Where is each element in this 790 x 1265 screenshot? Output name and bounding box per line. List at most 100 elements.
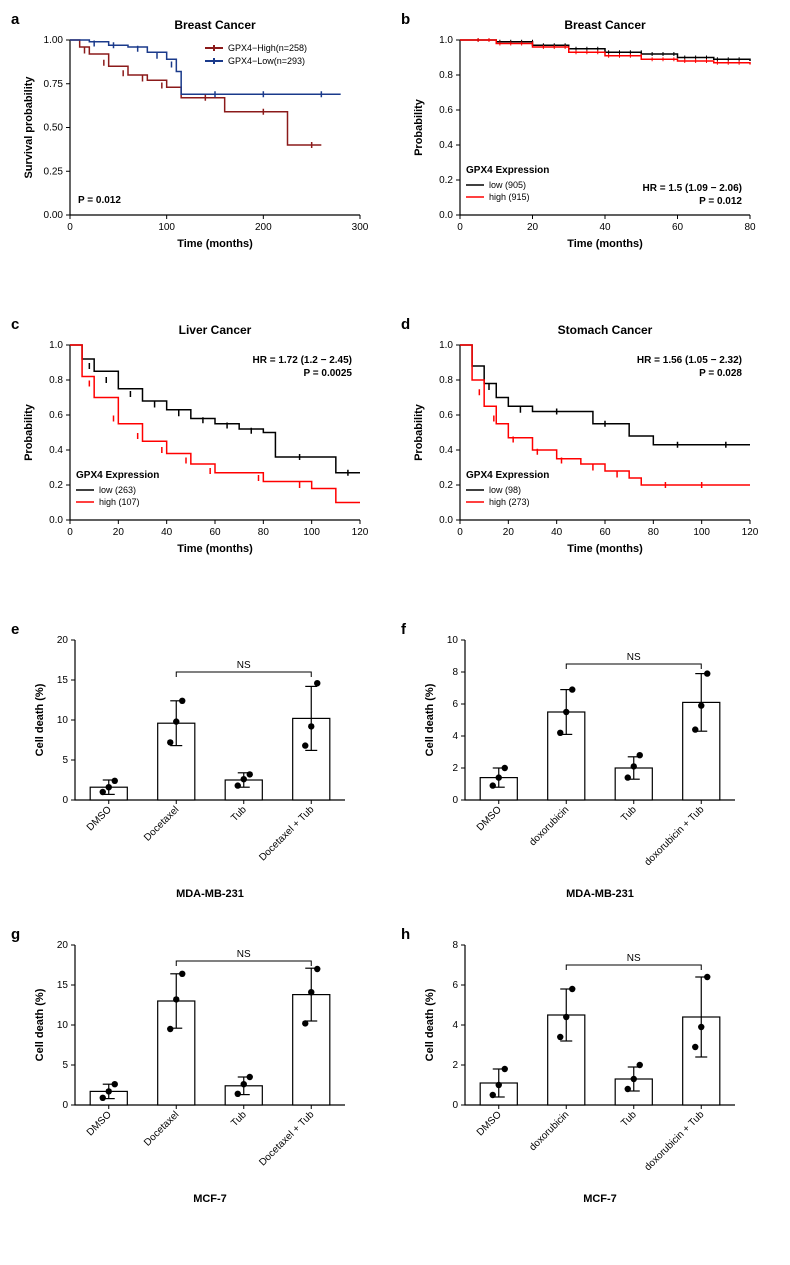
svg-text:DMSO: DMSO xyxy=(85,1109,114,1138)
svg-text:100: 100 xyxy=(158,222,175,233)
svg-text:0.0: 0.0 xyxy=(49,515,63,526)
svg-text:0: 0 xyxy=(452,795,458,806)
svg-text:P = 0.028: P = 0.028 xyxy=(699,368,742,379)
svg-text:60: 60 xyxy=(672,222,684,233)
panel-b: bBreast Cancer0.00.20.40.60.81.002040608… xyxy=(405,15,775,295)
svg-text:NS: NS xyxy=(237,949,251,960)
svg-text:DMSO: DMSO xyxy=(85,804,114,833)
svg-text:Cell death (%): Cell death (%) xyxy=(424,683,436,756)
svg-text:4: 4 xyxy=(452,1020,458,1031)
svg-text:DMSO: DMSO xyxy=(475,1109,504,1138)
panel-label: f xyxy=(401,621,406,638)
svg-text:HR = 1.72 (1.2 − 2.45): HR = 1.72 (1.2 − 2.45) xyxy=(252,355,352,366)
svg-text:0: 0 xyxy=(67,222,73,233)
svg-text:Cell death (%): Cell death (%) xyxy=(424,988,436,1061)
svg-text:100: 100 xyxy=(303,527,320,538)
km-plot-b: Breast Cancer0.00.20.40.60.81.0020406080… xyxy=(405,15,775,295)
svg-text:Tub: Tub xyxy=(229,804,249,824)
svg-text:20: 20 xyxy=(503,527,515,538)
svg-text:doxorubicin + Tub: doxorubicin + Tub xyxy=(643,804,707,868)
panel-label: c xyxy=(11,316,19,333)
panel-label: g xyxy=(11,926,20,943)
panel-label: b xyxy=(401,11,410,28)
svg-text:Survival probability: Survival probability xyxy=(23,76,35,179)
svg-text:high (273): high (273) xyxy=(489,497,530,507)
svg-text:1.00: 1.00 xyxy=(44,35,64,46)
svg-text:low (263): low (263) xyxy=(99,485,136,495)
km-plot-d: Stomach Cancer0.00.20.40.60.81.002040608… xyxy=(405,320,775,600)
panel-e: e05101520DMSODocetaxelTubDocetaxel + Tub… xyxy=(15,625,385,905)
svg-text:0.0: 0.0 xyxy=(439,210,453,221)
svg-text:40: 40 xyxy=(551,527,563,538)
svg-text:Breast Cancer: Breast Cancer xyxy=(564,18,646,32)
panel-a: aBreast Cancer0.000.250.500.751.00010020… xyxy=(15,15,385,295)
svg-text:10: 10 xyxy=(57,1020,69,1031)
svg-text:Liver Cancer: Liver Cancer xyxy=(179,323,252,337)
svg-text:0.25: 0.25 xyxy=(44,166,64,177)
svg-text:40: 40 xyxy=(161,527,173,538)
svg-text:Probability: Probability xyxy=(413,98,425,156)
panel-label: d xyxy=(401,316,410,333)
svg-text:1.0: 1.0 xyxy=(439,35,453,46)
svg-text:Probability: Probability xyxy=(23,403,35,461)
svg-text:GPX4−High(n=258): GPX4−High(n=258) xyxy=(228,43,307,53)
svg-text:0.8: 0.8 xyxy=(439,375,453,386)
svg-text:0: 0 xyxy=(62,795,68,806)
svg-text:300: 300 xyxy=(352,222,369,233)
bar-plot-e: 05101520DMSODocetaxelTubDocetaxel + TubN… xyxy=(15,625,385,905)
svg-text:1.0: 1.0 xyxy=(439,340,453,351)
svg-text:20: 20 xyxy=(527,222,539,233)
svg-text:8: 8 xyxy=(452,940,458,951)
svg-text:80: 80 xyxy=(648,527,660,538)
svg-text:high (915): high (915) xyxy=(489,192,530,202)
svg-text:GPX4−Low(n=293): GPX4−Low(n=293) xyxy=(228,56,305,66)
svg-text:Tub: Tub xyxy=(619,1109,639,1129)
svg-text:5: 5 xyxy=(62,1060,68,1071)
bar-plot-g: 05101520DMSODocetaxelTubDocetaxel + TubN… xyxy=(15,930,385,1210)
svg-text:GPX4 Expression: GPX4 Expression xyxy=(466,470,549,481)
svg-text:P = 0.012: P = 0.012 xyxy=(78,195,121,206)
svg-text:NS: NS xyxy=(237,660,251,671)
svg-text:0.2: 0.2 xyxy=(439,175,453,186)
svg-text:GPX4 Expression: GPX4 Expression xyxy=(466,165,549,176)
panel-label: h xyxy=(401,926,410,943)
panel-c: cLiver Cancer0.00.20.40.60.81.0020406080… xyxy=(15,320,385,600)
svg-text:Docetaxel + Tub: Docetaxel + Tub xyxy=(257,1109,316,1168)
svg-text:6: 6 xyxy=(452,699,458,710)
svg-text:HR = 1.56 (1.05 − 2.32): HR = 1.56 (1.05 − 2.32) xyxy=(637,355,742,366)
svg-text:doxorubicin + Tub: doxorubicin + Tub xyxy=(643,1109,707,1173)
svg-text:NS: NS xyxy=(627,953,641,964)
bar-plot-h: 0 2 4 6 8 DMSO doxorubicin Tubdoxorubicin + Tub… xyxy=(405,930,775,1210)
svg-text:60: 60 xyxy=(209,527,221,538)
svg-text:MDA-MB-231: MDA-MB-231 xyxy=(566,888,634,900)
svg-text:100: 100 xyxy=(693,527,710,538)
svg-text:doxorubicin: doxorubicin xyxy=(527,1109,571,1153)
svg-text:0: 0 xyxy=(67,527,73,538)
panel-h: h02468DMSOdoxorubicinTubdoxorubicin + Tu… xyxy=(405,930,775,1210)
svg-text:0: 0 xyxy=(452,1100,458,1111)
svg-text:200: 200 xyxy=(255,222,272,233)
svg-text:60: 60 xyxy=(599,527,611,538)
svg-text:low (98): low (98) xyxy=(489,485,521,495)
svg-text:0.4: 0.4 xyxy=(439,140,453,151)
svg-text:6: 6 xyxy=(452,980,458,991)
svg-text:2: 2 xyxy=(452,1060,458,1071)
svg-text:0.2: 0.2 xyxy=(49,480,63,491)
svg-text:4: 4 xyxy=(452,731,458,742)
svg-text:P = 0.012: P = 0.012 xyxy=(699,196,742,207)
svg-text:0.00: 0.00 xyxy=(44,210,64,221)
svg-text:0.8: 0.8 xyxy=(439,70,453,81)
km-plot-c: Liver Cancer0.00.20.40.60.81.00204060801… xyxy=(15,320,385,600)
svg-text:15: 15 xyxy=(57,980,69,991)
svg-text:MDA-MB-231: MDA-MB-231 xyxy=(176,888,244,900)
svg-text:0.4: 0.4 xyxy=(49,445,63,456)
svg-text:10: 10 xyxy=(447,635,459,646)
svg-text:120: 120 xyxy=(352,527,369,538)
svg-text:Time (months): Time (months) xyxy=(567,238,643,250)
svg-text:Cell death (%): Cell death (%) xyxy=(34,988,46,1061)
svg-text:Docetaxel + Tub: Docetaxel + Tub xyxy=(257,804,316,863)
svg-text:Docetaxel: Docetaxel xyxy=(142,804,181,843)
svg-text:0: 0 xyxy=(457,222,463,233)
svg-text:NS: NS xyxy=(627,652,641,663)
svg-text:Cell death (%): Cell death (%) xyxy=(34,683,46,756)
